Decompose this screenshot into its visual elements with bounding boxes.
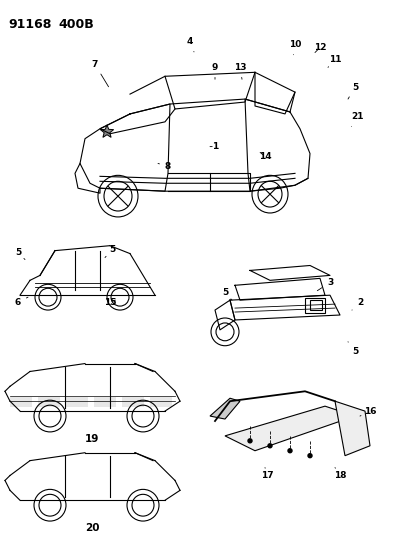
Bar — [310, 300, 322, 310]
Text: 6: 6 — [15, 297, 28, 306]
Bar — [122, 397, 144, 407]
Text: 20: 20 — [85, 523, 99, 533]
Text: 5: 5 — [105, 245, 115, 257]
Text: 16: 16 — [360, 407, 376, 416]
Text: 1: 1 — [210, 142, 218, 151]
Text: 12: 12 — [314, 43, 326, 53]
Text: 14: 14 — [259, 152, 271, 161]
Text: 7: 7 — [92, 60, 109, 87]
Text: 2: 2 — [352, 297, 363, 310]
Text: 18: 18 — [334, 467, 346, 480]
Polygon shape — [225, 406, 355, 451]
Bar — [305, 298, 325, 313]
Text: 9: 9 — [212, 63, 218, 79]
Ellipse shape — [248, 439, 252, 443]
Bar — [38, 397, 60, 407]
Polygon shape — [335, 401, 370, 456]
Ellipse shape — [268, 444, 272, 448]
Polygon shape — [100, 125, 114, 138]
Text: 400B: 400B — [58, 18, 94, 31]
Bar — [150, 397, 172, 407]
Ellipse shape — [288, 449, 292, 453]
Bar — [10, 397, 32, 407]
Text: 4: 4 — [187, 37, 194, 52]
Bar — [94, 397, 116, 407]
Text: 91168: 91168 — [8, 18, 51, 31]
Text: 8: 8 — [158, 162, 171, 171]
Text: 13: 13 — [234, 63, 246, 79]
Ellipse shape — [308, 454, 312, 458]
Text: 10: 10 — [289, 40, 301, 55]
Text: 19: 19 — [85, 434, 99, 444]
Text: 17: 17 — [261, 467, 273, 480]
Text: 3: 3 — [317, 278, 333, 290]
Text: 5: 5 — [15, 248, 25, 260]
Text: 5: 5 — [348, 342, 358, 356]
Bar — [66, 397, 88, 407]
Text: 5: 5 — [222, 288, 232, 300]
Text: 11: 11 — [328, 55, 341, 67]
Polygon shape — [210, 398, 240, 419]
Text: 5: 5 — [348, 83, 358, 99]
Text: 21: 21 — [352, 112, 364, 126]
Text: 15: 15 — [104, 297, 116, 306]
